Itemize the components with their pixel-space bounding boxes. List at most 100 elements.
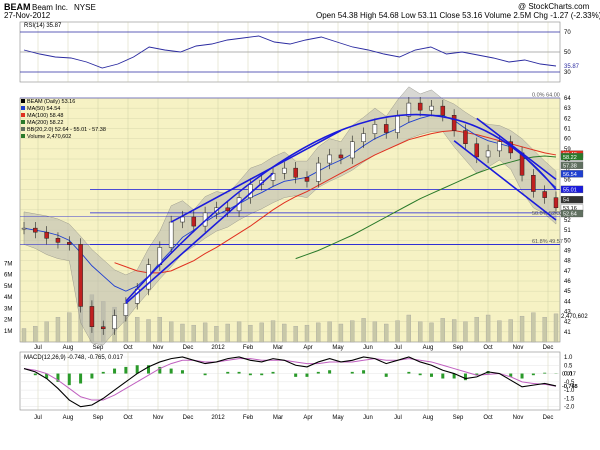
candle-body: [180, 216, 185, 223]
volume-bar: [474, 317, 479, 343]
x-tick-label: Mar: [273, 345, 283, 351]
x-tick-label: Feb: [243, 415, 254, 421]
x-tick-label: May: [332, 415, 343, 421]
price-tick-label: 47: [564, 269, 571, 275]
macd-histogram-bar: [384, 373, 388, 377]
macd-histogram-bar: [67, 373, 71, 386]
volume-bar: [168, 321, 174, 343]
price-tick-label: 57: [564, 167, 571, 173]
candle-body: [225, 207, 230, 212]
candle-body: [451, 115, 457, 131]
legend-swatch: [21, 127, 25, 131]
price-tick-label: 56: [564, 177, 571, 183]
macd-histogram-bar: [237, 371, 241, 374]
x-tick-label: Jul: [394, 345, 402, 351]
candle-body: [293, 167, 298, 178]
volume-bar: [135, 317, 140, 343]
macd-histogram-bar: [180, 370, 184, 374]
candle-body: [67, 242, 72, 245]
macd-histogram-bar: [463, 373, 467, 381]
copyright-label: @ StockCharts.com: [518, 2, 590, 11]
macd-histogram-bar: [135, 365, 139, 374]
x-tick-label: Jul: [394, 415, 402, 421]
price-right-label-box: [560, 153, 584, 161]
fibonacci-label: 0.0% 64.00: [532, 93, 560, 99]
volume-bar: [451, 319, 457, 343]
volume-bar: [248, 324, 253, 343]
rsi-tick-label: 70: [564, 30, 571, 36]
candle-body: [383, 124, 389, 133]
x-tick-label: Jun: [363, 345, 373, 351]
candle-body: [304, 177, 310, 182]
macd-histogram-bar: [124, 366, 128, 374]
price-right-label: 54: [563, 198, 569, 204]
fibonacci-label: 61.8% 49.57: [532, 239, 563, 245]
volume-bar: [304, 324, 310, 343]
price-tick-label: 41: [564, 330, 571, 336]
x-tick-label: Nov: [153, 415, 164, 421]
volume-bar: [519, 315, 525, 343]
price-right-label-box: [560, 170, 584, 178]
price-right-label: 58.22: [563, 155, 577, 161]
ticker-symbol: BEAM: [4, 2, 31, 12]
volume-bar: [282, 323, 287, 343]
candle-body: [89, 306, 95, 327]
macd-histogram-bar: [441, 373, 445, 379]
volume-bar: [418, 321, 423, 343]
volume-bar: [350, 320, 355, 343]
price-legend-entry: BEAM (Daily) 53.16: [27, 99, 75, 105]
price-tick-label: 63: [564, 106, 571, 112]
x-tick-label: Oct: [123, 345, 133, 351]
candle-body: [338, 154, 344, 159]
volume-bar: [440, 318, 445, 343]
macd-right-label: -0.748: [562, 384, 578, 390]
bollinger-band: [23, 86, 557, 346]
x-tick-label: Mar: [273, 415, 283, 421]
macd-histogram-bar: [305, 373, 309, 377]
price-right-label: 55.01: [563, 187, 577, 193]
x-tick-label: Apr: [303, 345, 312, 351]
x-tick-label: Oct: [483, 345, 493, 351]
volume-bar: [542, 317, 547, 343]
x-tick-label: Dec: [543, 345, 554, 351]
volume-bar: [553, 313, 559, 343]
x-tick-label: Dec: [183, 415, 194, 421]
candle-body: [350, 141, 355, 159]
x-tick-label: Sep: [93, 415, 104, 421]
volume-bar: [202, 322, 208, 343]
macd-histogram-bar: [294, 373, 298, 377]
volume-tick-label: 7M: [4, 261, 12, 267]
candle-body: [429, 105, 434, 111]
volume-bar: [146, 319, 151, 343]
x-tick-label: Jul: [34, 345, 42, 351]
candle-body: [55, 238, 61, 243]
macd-tick-label: -2.0: [564, 405, 575, 411]
macd-histogram-bar: [56, 373, 60, 382]
price-right-label: 52.64: [563, 211, 577, 217]
x-tick-label: Oct: [483, 415, 493, 421]
volume-tick-label: 4M: [4, 295, 12, 301]
company-name: Beam Inc.: [32, 3, 69, 12]
candle-body: [497, 141, 502, 152]
candle-body: [78, 244, 83, 307]
candle-body: [361, 133, 366, 142]
candle-body: [33, 227, 38, 233]
macd-histogram-bar: [520, 373, 524, 379]
price-tick-label: 42: [564, 320, 571, 326]
candle-body: [395, 116, 400, 133]
macd-histogram-bar: [158, 366, 162, 374]
macd-tick-label: -1.5: [564, 396, 575, 402]
candle-body: [168, 221, 174, 248]
candle-body: [282, 167, 287, 174]
candle-body: [474, 143, 480, 158]
macd-histogram-bar: [418, 373, 422, 376]
volume-bar: [429, 322, 434, 343]
volume-bar: [214, 326, 219, 343]
price-tick-label: 43: [564, 310, 571, 316]
rsi-last-label: 35.87: [564, 64, 580, 70]
x-tick-label: 2012: [211, 415, 225, 421]
macd-histogram-bar: [316, 371, 320, 374]
macd-histogram-bar: [328, 370, 332, 374]
price-tick-label: 46: [564, 279, 571, 285]
x-tick-label: Dec: [543, 415, 554, 421]
